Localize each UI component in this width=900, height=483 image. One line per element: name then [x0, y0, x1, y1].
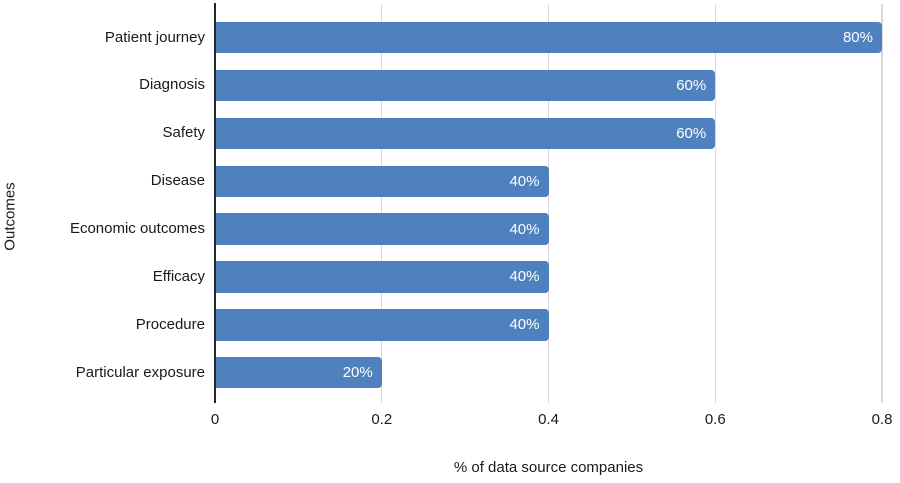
- category-label: Economic outcomes: [69, 220, 205, 238]
- x-axis-title: % of data source companies: [453, 459, 644, 476]
- bar: 40%: [216, 309, 549, 341]
- bar-value-label: 20%: [342, 364, 373, 382]
- bar-value-label: 40%: [509, 220, 540, 238]
- gridline: [881, 4, 883, 403]
- category-label: Procedure: [135, 315, 205, 333]
- bar: 40%: [216, 165, 549, 197]
- gridline: [547, 4, 550, 403]
- x-tick-label: 0.6: [704, 411, 726, 428]
- gridline: [714, 4, 716, 403]
- x-tick-label: 0: [210, 411, 220, 428]
- bar: 80%: [216, 21, 882, 54]
- bar-value-label: 40%: [509, 268, 540, 286]
- bar-value-label: 40%: [509, 316, 540, 334]
- bar-value-label: 60%: [676, 124, 707, 142]
- category-label: Patient journey: [104, 28, 205, 46]
- category-label: Diagnosis: [139, 76, 205, 94]
- bar-value-label: 60%: [676, 76, 707, 94]
- x-tick-label: 0.2: [371, 411, 393, 428]
- x-tick-label: 0.8: [871, 411, 893, 428]
- bar: 20%: [216, 357, 382, 389]
- x-tick-label: 0.4: [538, 411, 559, 428]
- bar: 40%: [216, 213, 549, 245]
- bar-value-label: 80%: [842, 28, 873, 46]
- category-label: Disease: [150, 172, 205, 190]
- y-axis-line: [214, 3, 216, 403]
- category-label: Safety: [162, 124, 205, 142]
- bar-value-label: 40%: [509, 172, 540, 190]
- category-label: Particular exposure: [75, 363, 205, 381]
- gridline: [381, 4, 383, 403]
- bar: 40%: [216, 261, 549, 293]
- bar: 60%: [216, 69, 716, 102]
- bar: 60%: [216, 117, 716, 149]
- category-label: Efficacy: [152, 268, 205, 285]
